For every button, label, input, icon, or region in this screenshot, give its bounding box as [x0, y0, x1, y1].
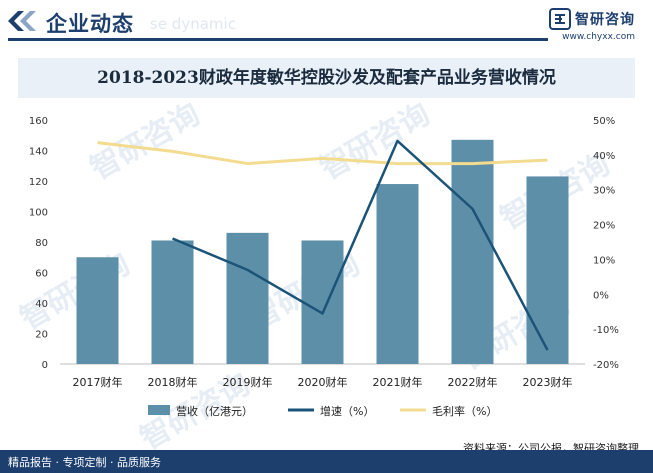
- revenue-bar: [301, 240, 344, 364]
- left-axis-tick-label: 0: [42, 360, 48, 371]
- left-axis-tick-label: 100: [29, 208, 48, 219]
- x-axis-category-label: 2018财年: [148, 375, 198, 389]
- chart-title-band: 2018-2023财政年度敏华控股沙发及配套产品业务营收情况: [18, 58, 635, 98]
- page-header: 企业动态 se dynamic 智研咨询 www.chyxx.com: [0, 0, 653, 50]
- right-axis-tick-label: 30%: [593, 186, 615, 197]
- watermark-text: 智研咨询: [315, 97, 436, 187]
- legend-revenue-swatch: [148, 405, 170, 415]
- footer-slogan: 精品报告 · 专项定制 · 品质服务: [8, 456, 161, 469]
- left-axis-tick-label: 40: [35, 299, 48, 310]
- right-axis-tick-label: 50%: [593, 116, 615, 127]
- left-axis-tick-label: 60: [35, 269, 48, 280]
- brand-logo: 智研咨询: [549, 8, 635, 30]
- revenue-bar: [376, 184, 419, 364]
- x-axis-category-label: 2021财年: [373, 375, 423, 389]
- left-axis-tick-label: 120: [29, 177, 48, 188]
- brand-name: 智研咨询: [575, 12, 635, 28]
- section-title: 企业动态: [46, 12, 134, 36]
- page-footer: 精品报告 · 专项定制 · 品质服务: [0, 450, 653, 473]
- left-axis-tick-label: 80: [35, 238, 48, 249]
- revenue-bar: [226, 232, 269, 364]
- left-axis-tick-label: 20: [35, 330, 48, 341]
- left-axis-tick-label: 140: [29, 147, 48, 158]
- double-chevron-icon: [8, 11, 36, 31]
- brand-url: www.chyxx.com: [562, 32, 635, 42]
- x-axis-category-label: 2019财年: [223, 375, 273, 389]
- right-axis-tick-label: 0%: [593, 290, 609, 301]
- x-axis-category-label: 2022财年: [448, 375, 498, 389]
- legend-growth-label: 增速（%）: [320, 404, 374, 418]
- right-axis-tick-label: 40%: [593, 151, 615, 162]
- right-axis-tick-label: -10%: [593, 325, 619, 336]
- header-ghost-text: se dynamic: [150, 15, 236, 33]
- gross-margin-line: [97, 141, 548, 166]
- growth-rate-line: [172, 139, 549, 351]
- right-axis-tick-label: 10%: [593, 255, 615, 266]
- right-axis-tick-label: 20%: [593, 221, 615, 232]
- x-axis-category-label: 2020财年: [298, 375, 348, 389]
- brand-logo-icon: [549, 8, 571, 30]
- x-axis-category-label: 2023财年: [523, 375, 573, 389]
- header-divider: [8, 38, 548, 41]
- legend-margin-label: 毛利率（%）: [432, 404, 497, 418]
- chart-title: 2018-2023财政年度敏华控股沙发及配套产品业务营收情况: [97, 68, 556, 88]
- revenue-bar: [526, 176, 569, 364]
- left-axis-tick-label: 160: [29, 116, 48, 127]
- revenue-bar: [151, 240, 194, 364]
- revenue-bar: [451, 139, 494, 364]
- revenue-bar: [76, 257, 119, 364]
- x-axis-category-label: 2017财年: [73, 375, 123, 389]
- legend-revenue-label: 营收（亿港元）: [176, 404, 253, 418]
- right-axis-tick-label: -20%: [593, 360, 619, 371]
